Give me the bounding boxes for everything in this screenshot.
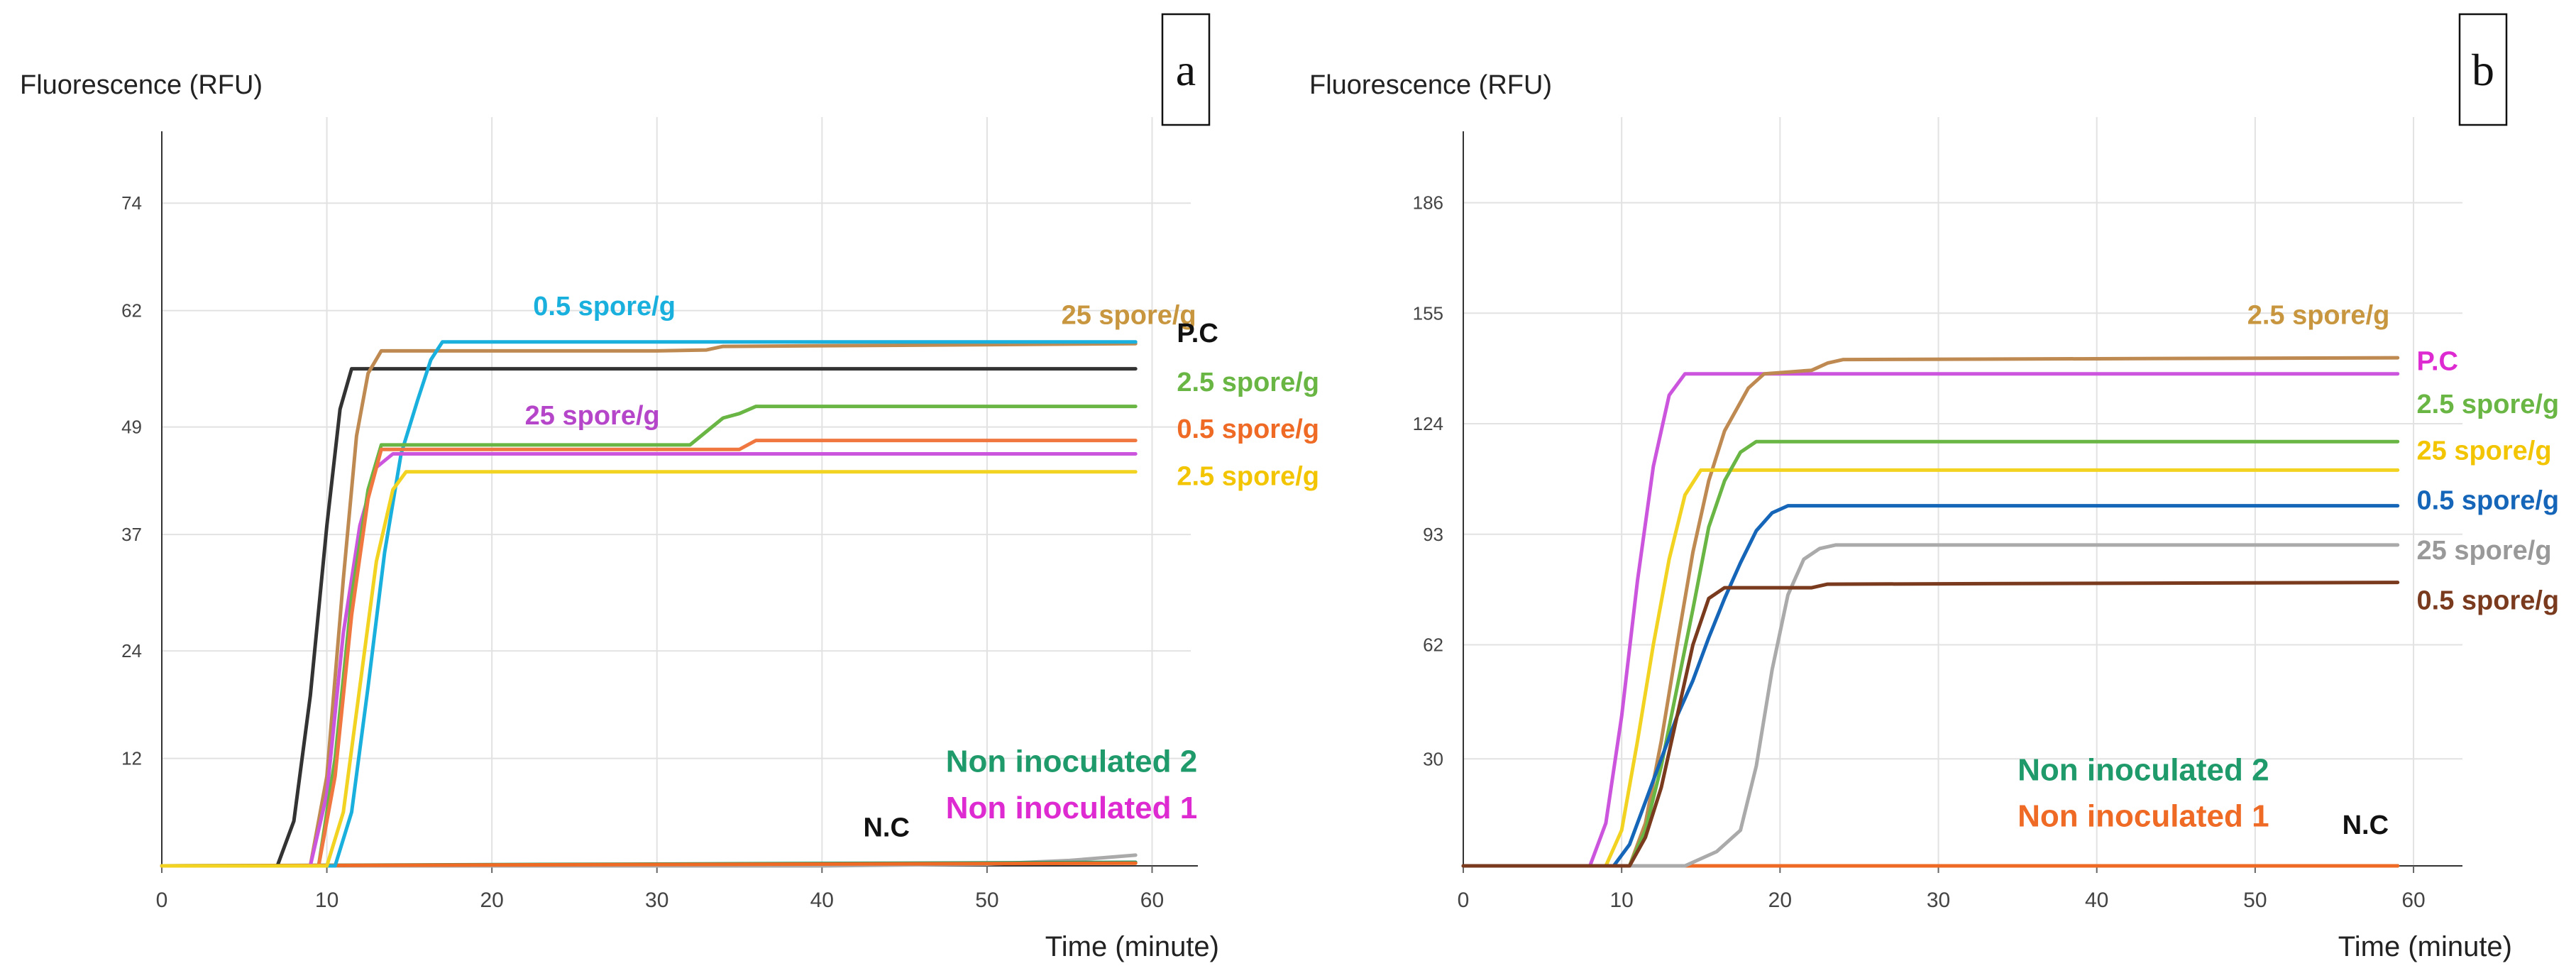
series-line-4 (160, 367, 1138, 868)
curve-label: 0.5 spore/g (1177, 414, 1319, 444)
curve-label: 25 spore/g (2417, 536, 2552, 566)
panel-b-grid (1463, 117, 2462, 866)
curve-label: 25 spore/g (2417, 436, 2552, 466)
panel-a-xlabel: Time (minute) (1045, 931, 1219, 962)
x-tick-label: 10 (315, 889, 338, 912)
curve-label: 25 spore/g (525, 401, 660, 431)
y-tick-label: 186 (1413, 192, 1443, 214)
series-line-10 (1461, 581, 2400, 868)
curve-label: 2.5 spore/g (2247, 300, 2390, 330)
x-tick-label: 50 (2243, 889, 2267, 912)
x-tick-label: 0 (156, 889, 168, 912)
y-tick-label: 124 (1413, 413, 1443, 434)
y-tick-label: 62 (1423, 634, 1443, 656)
series-line-6 (1461, 468, 2400, 868)
y-tick-label: 24 (121, 640, 142, 661)
x-tick-label: 60 (2401, 889, 2425, 912)
y-tick-label: 12 (121, 748, 142, 769)
curve-label: P.C (1177, 319, 1218, 348)
x-tick-label: 30 (645, 889, 668, 912)
curve-label: Non inoculated 1 (946, 791, 1197, 825)
curve-label: 0.5 spore/g (533, 292, 676, 322)
x-tick-label: 50 (975, 889, 998, 912)
series-line-10 (160, 470, 1138, 868)
curve-label: N.C (2343, 811, 2389, 840)
panel-b-y-ticks: 30 62 93 124 155 186 (1413, 192, 1443, 770)
panel-a-ylabel: Fluorescence (RFU) (20, 70, 263, 100)
x-tick-label: 20 (480, 889, 503, 912)
x-tick-label: 60 (1140, 889, 1164, 912)
y-tick-label: 30 (1423, 748, 1443, 769)
panel-a-grid (162, 117, 1191, 866)
panel-a-series (160, 340, 1138, 868)
panel-b-series (1461, 356, 2400, 868)
panel-a-label: a (1176, 45, 1196, 95)
curve-label: Non inoculated 1 (2018, 799, 2269, 834)
panel-a-x-ticks: 0 10 20 30 40 50 60 (156, 866, 1164, 912)
y-tick-label: 37 (121, 524, 142, 545)
y-tick-label: 49 (121, 417, 142, 438)
x-tick-label: 0 (1458, 889, 1470, 912)
curve-label: 25 spore/g (1062, 301, 1196, 331)
y-tick-label: 74 (121, 192, 142, 214)
panel-b-label-box (2458, 13, 2508, 126)
curve-label: 2.5 spore/g (1177, 462, 1319, 492)
series-line-9 (1461, 543, 2400, 868)
x-tick-label: 40 (2085, 889, 2108, 912)
panel-a-y-ticks: 12 24 37 49 62 74 (121, 192, 142, 769)
panel-b-label: b (2472, 45, 2494, 95)
series-line-5 (160, 341, 1138, 868)
panel-b-xlabel: Time (minute) (2338, 931, 2512, 962)
panel-b-annotations: 2.5 spore/g P.C 2.5 spore/g 25 spore/g 0.5 s… (2018, 300, 2559, 840)
curve-label: N.C (863, 813, 909, 842)
series-line-6 (160, 340, 1138, 868)
series-line-7 (1461, 439, 2400, 868)
curve-label: P.C (2417, 347, 2458, 377)
y-tick-label: 62 (121, 300, 142, 322)
curve-label: 2.5 spore/g (2417, 390, 2560, 419)
x-tick-label: 20 (1768, 889, 1792, 912)
series-line-7 (160, 452, 1138, 868)
series-line-4 (1461, 372, 2400, 868)
x-tick-label: 10 (1609, 889, 1633, 912)
series-line-9 (160, 439, 1138, 868)
panel-a-annotations: 0.5 spore/g 25 spore/gP.C25 spore/g2.5 sp… (525, 292, 1319, 842)
curve-label: Non inoculated 2 (946, 745, 1197, 779)
curve-label: Non inoculated 2 (2018, 752, 2269, 787)
y-tick-label: 155 (1413, 302, 1443, 324)
panel-b-x-ticks: 0 10 20 30 40 50 60 (1458, 866, 2426, 912)
x-tick-label: 30 (1927, 889, 1950, 912)
x-tick-label: 40 (810, 889, 834, 912)
series-line-8 (160, 405, 1138, 868)
curve-label: 0.5 spore/g (2417, 586, 2560, 615)
y-tick-label: 93 (1423, 524, 1443, 545)
panel-a-label-box (1161, 13, 1211, 126)
panel-a: Fluorescence (RFU) a 0 10 20 30 40 50 60 12 24 3… (20, 13, 1319, 962)
series-line-5 (1461, 356, 2400, 868)
panel-b: Fluorescence (RFU) b 0 10 20 30 40 50 60 30 62 9… (1309, 13, 2559, 962)
series-line-8 (1461, 504, 2400, 868)
panel-b-ylabel: Fluorescence (RFU) (1309, 70, 1552, 100)
curve-label: 2.5 spore/g (1177, 368, 1319, 397)
curve-label: 0.5 spore/g (2417, 486, 2560, 516)
